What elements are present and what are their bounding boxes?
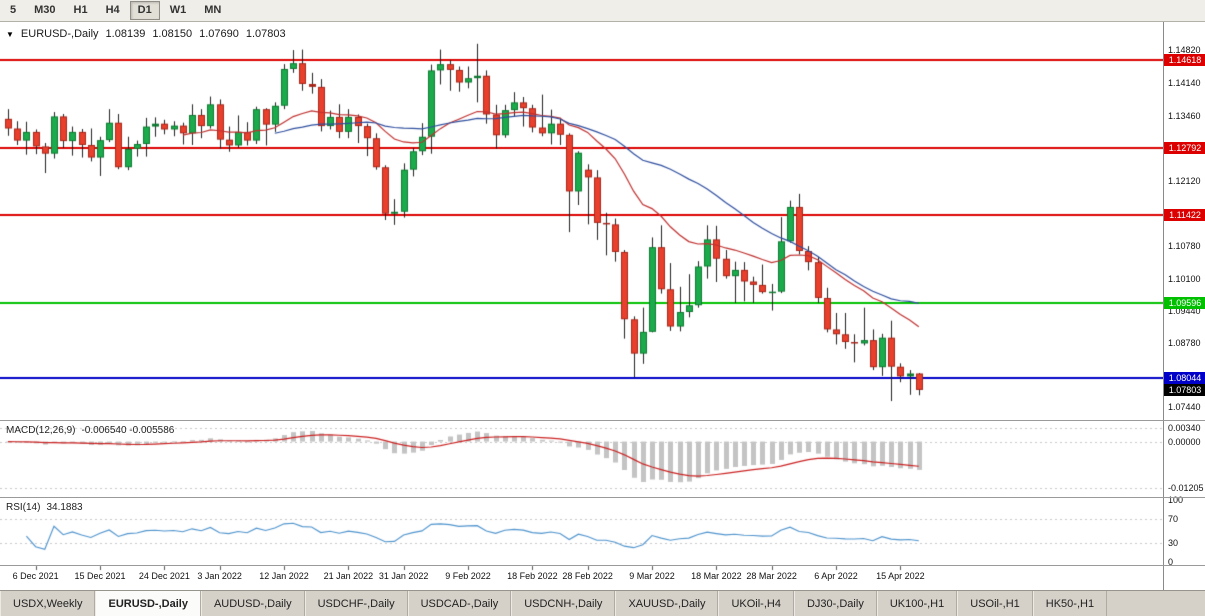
price-axis-tick: 1.14140	[1168, 78, 1201, 88]
ohlc-high: 1.08150	[152, 28, 193, 40]
rsi-axis-tick: 70	[1168, 513, 1179, 524]
macd-axis-tick: 0.00000	[1168, 436, 1201, 447]
date-axis-label: 9 Mar 2022	[629, 571, 675, 581]
date-axis-label: 31 Jan 2022	[378, 571, 429, 581]
timeframe-button-w1[interactable]: W1	[169, 4, 187, 16]
rsi-axis-tick: 0	[1168, 557, 1174, 567]
price-axis-tick: 1.14820	[1168, 45, 1201, 56]
rsi-axis-tick: 30	[1168, 538, 1179, 549]
chart-tab-audusd-daily[interactable]: AUDUSD-,Daily	[200, 591, 305, 616]
date-axis-label: 6 Dec 2021	[12, 571, 59, 581]
macd-axis-tick: 0.00340	[1168, 423, 1201, 434]
ohlc-close: 1.07803	[245, 28, 286, 40]
timeframe-button-d1[interactable]: D1	[129, 1, 160, 20]
current-price-badge: 1.07803	[1164, 383, 1205, 396]
chart-tab-usdcad-daily[interactable]: USDCAD-,Daily	[407, 591, 512, 616]
ohlc-open: 1.08139	[105, 28, 146, 40]
rsi-value: 34.1883	[46, 502, 83, 513]
date-axis-label: 15 Apr 2022	[876, 571, 925, 581]
symbol-dropdown-icon[interactable]: ▼	[6, 29, 14, 39]
chart-window: ▼ EURUSD-,Daily 1.08139 1.08150 1.07690 …	[0, 22, 1205, 590]
chart-tab-xauusd-daily[interactable]: XAUUSD-,Daily	[615, 591, 719, 616]
chart-tab-eurusd-daily[interactable]: EURUSD-,Daily	[95, 591, 201, 616]
price-level-badge: 1.12792	[1164, 142, 1205, 155]
date-axis-label: 15 Dec 2021	[74, 571, 126, 581]
timeframe-button-h1[interactable]: H1	[73, 4, 88, 16]
price-level-badge: 1.11422	[1164, 208, 1205, 221]
price-axis-tick: 1.07440	[1168, 402, 1201, 413]
date-axis-label: 9 Feb 2022	[445, 571, 491, 581]
macd-indicator-label: MACD(12,26,9) -0.006540 -0.005586	[6, 425, 174, 436]
chart-tabs-bar: USDX,Weekly EURUSD-,Daily AUDUSD-,Daily USD…	[0, 590, 1205, 616]
chart-tab-dj30-daily[interactable]: DJ30-,Daily	[793, 591, 877, 616]
chart-tab-usdcnh-daily[interactable]: USDCNH-,Daily	[511, 591, 616, 616]
price-level-badge: 1.09596	[1164, 296, 1205, 309]
macd-name: MACD(12,26,9)	[6, 425, 76, 436]
chart-tab-hk50-h1[interactable]: HK50-,H1	[1032, 591, 1108, 616]
price-axis-tick: 1.10100	[1168, 273, 1201, 284]
price-axis-tick: 1.10780	[1168, 240, 1201, 251]
chart-symbol-label: EURUSD-,Daily	[20, 28, 99, 40]
date-axis-label: 12 Jan 2022	[259, 571, 309, 581]
panel-separator[interactable]	[0, 420, 1205, 421]
timeframe-button-m30[interactable]: M30	[34, 4, 56, 16]
price-level-badge: 1.08044	[1164, 372, 1205, 385]
date-axis-label: 28 Mar 2022	[746, 571, 797, 581]
price-axis-tick: 1.09440	[1168, 305, 1201, 316]
price-axis[interactable]: 1.14820 1.14140 1.13460 1.12120 1.10780 1.101…	[1163, 22, 1205, 590]
price-axis-tick: 1.12120	[1168, 175, 1201, 186]
chart-tab-usdchf-daily[interactable]: USDCHF-,Daily	[304, 591, 408, 616]
date-axis-label: 3 Jan 2022	[197, 571, 242, 581]
chart-tab-usoil-h1[interactable]: USOil-,H1	[957, 591, 1033, 616]
chart-tab-uk100-h1[interactable]: UK100-,H1	[876, 591, 958, 616]
price-level-badge: 1.14618	[1164, 53, 1205, 66]
rsi-indicator-label: RSI(14) 34.1883	[6, 502, 83, 513]
chart-tab-usdx-weekly[interactable]: USDX,Weekly	[0, 591, 96, 616]
chart-tab-ukoil-h4[interactable]: UKOil-,H4	[718, 591, 794, 616]
date-axis-label: 28 Feb 2022	[562, 571, 613, 581]
date-axis-label: 21 Jan 2022	[323, 571, 374, 581]
timeframe-button-mn[interactable]: MN	[204, 4, 222, 16]
price-axis-tick: 1.08780	[1168, 337, 1201, 348]
price-axis-tick: 1.13460	[1168, 110, 1201, 121]
chart-ohlc-values: 1.08139 1.08150 1.07690 1.07803	[106, 28, 286, 40]
time-axis-separator[interactable]	[0, 565, 1205, 566]
timeframe-button-5[interactable]: 5	[10, 4, 17, 16]
ohlc-low: 1.07690	[199, 28, 239, 40]
chart-canvas[interactable]	[0, 22, 1163, 590]
date-axis-label: 18 Feb 2022	[507, 571, 558, 581]
date-axis-label: 6 Apr 2022	[814, 571, 858, 581]
date-axis-label: 24 Dec 2021	[138, 571, 190, 581]
timeframe-button-h4[interactable]: H4	[105, 4, 120, 16]
rsi-axis-tick: 100	[1168, 495, 1184, 505]
panel-separator[interactable]	[0, 497, 1205, 498]
macd-values: -0.006540 -0.005586	[81, 425, 175, 436]
chart-window-title: ▼ EURUSD-,Daily 1.08139 1.08150 1.07690 …	[6, 28, 286, 40]
timeframe-toolbar: 5 M30 H1 H4 D1 W1 MN	[0, 0, 1205, 22]
rsi-name: RSI(14)	[6, 502, 41, 513]
date-axis-label: 18 Mar 2022	[691, 571, 742, 581]
macd-axis-tick: -0.01205	[1168, 483, 1204, 494]
